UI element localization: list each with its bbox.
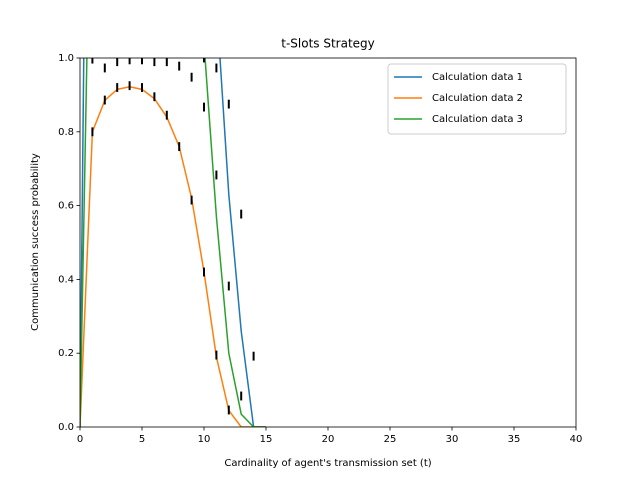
data-line: [80, 86, 266, 427]
x-tick-label: 5: [139, 434, 145, 445]
y-tick-label: 1.0: [58, 53, 74, 64]
x-tick-label: 30: [446, 434, 459, 445]
x-axis-label: Cardinality of agent's transmission set …: [224, 458, 431, 469]
x-tick-label: 0: [77, 434, 83, 445]
data-line: [80, 58, 266, 427]
x-tick-label: 35: [508, 434, 521, 445]
y-tick-label: 0.0: [58, 422, 74, 433]
legend-label: Calculation data 2: [432, 93, 523, 104]
legend-label: Calculation data 1: [432, 72, 523, 83]
plot-area: [80, 58, 266, 427]
y-tick-label: 0.2: [58, 348, 74, 359]
x-tick-label: 20: [322, 434, 335, 445]
x-tick-label: 40: [570, 434, 583, 445]
data-line: [80, 58, 266, 427]
legend-box: [387, 63, 567, 135]
y-tick-label: 0.4: [58, 274, 74, 285]
x-tick-label: 25: [384, 434, 397, 445]
chart-title: t-Slots Strategy: [281, 37, 375, 51]
x-tick-label: 15: [260, 434, 273, 445]
x-tick-label: 10: [198, 434, 211, 445]
legend-label: Calculation data 3: [432, 114, 523, 125]
y-tick-label: 0.6: [58, 201, 74, 212]
y-tick-label: 0.8: [58, 127, 74, 138]
y-axis-label: Communication success probability: [30, 153, 41, 331]
